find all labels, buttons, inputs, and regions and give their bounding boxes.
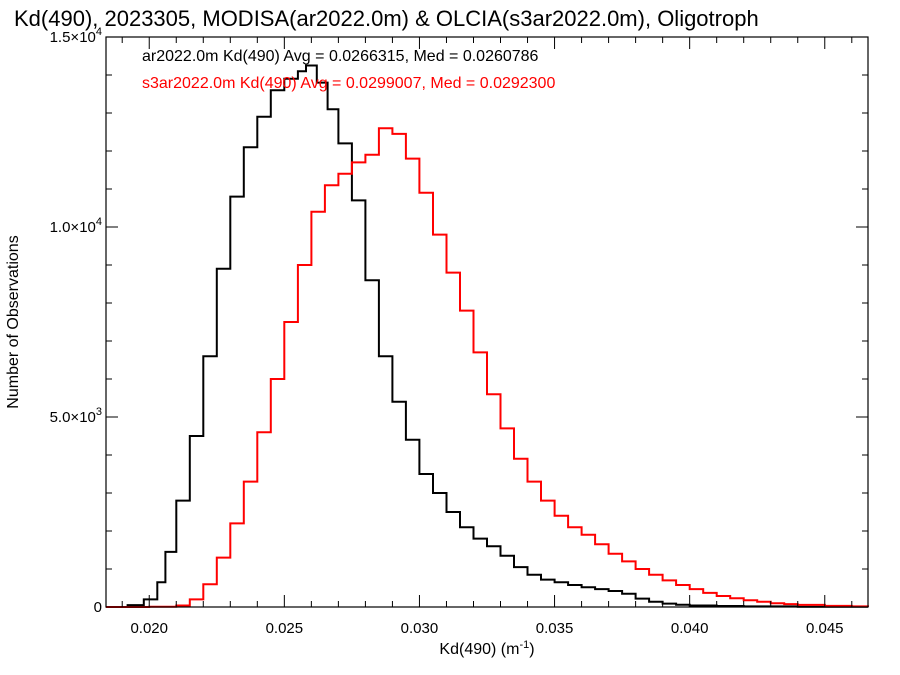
- x-axis: 0.020 0.025 0.030 0.035 0.040 0.045: [121, 37, 853, 637]
- x-axis-label: Kd(490) (m-1): [439, 639, 534, 658]
- y-axis-label: Number of Observations: [5, 235, 22, 408]
- x-tick-label: 0.035: [536, 620, 574, 637]
- series-line-2: [106, 127, 869, 608]
- legend-entry-1: ar2022.0m Kd(490) Avg = 0.0266315, Med =…: [142, 48, 539, 65]
- y-axis: 0 5.0×103 1.0×104 1.5×104: [50, 26, 868, 616]
- x-tick-label: 0.020: [130, 620, 168, 637]
- y-tick-label: 5.0×103: [50, 406, 102, 426]
- x-tick-label: 0.025: [266, 620, 304, 637]
- y-tick-label: 1.0×104: [50, 216, 102, 236]
- x-axis-label-superscript: -1: [519, 639, 529, 651]
- x-axis-label-close: ): [529, 641, 534, 658]
- x-tick-label: 0.045: [806, 620, 844, 637]
- plot-area: [106, 64, 869, 608]
- legend: ar2022.0m Kd(490) Avg = 0.0266315, Med =…: [142, 48, 555, 92]
- y-tick-label: 0: [94, 599, 102, 616]
- x-axis-label-text: Kd(490) (m: [439, 641, 519, 658]
- series-layer: [106, 64, 869, 608]
- x-tick-label: 0.040: [671, 620, 709, 637]
- plot-frame: [105, 36, 869, 608]
- series-line-1: [106, 64, 869, 608]
- y-tick-label: 1.5×104: [50, 26, 102, 46]
- legend-entry-2: s3ar2022.0m Kd(490) Avg = 0.0299007, Med…: [142, 75, 555, 92]
- x-tick-label: 0.030: [401, 620, 439, 637]
- chart-title: Kd(490), 2023305, MODISA(ar2022.0m) & OL…: [14, 6, 759, 31]
